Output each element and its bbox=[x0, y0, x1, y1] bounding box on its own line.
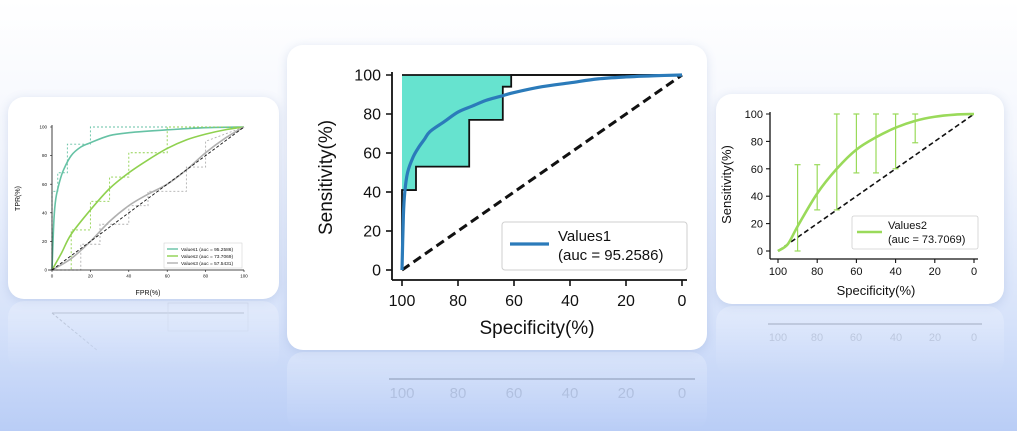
y-tick-label: 0 bbox=[757, 246, 763, 258]
legend-entry-values2: Values2 bbox=[888, 220, 927, 232]
x-axis-label: Specificity(%) bbox=[479, 318, 594, 339]
series-line-3 bbox=[51, 126, 245, 271]
y-tick-label: 80 bbox=[42, 153, 48, 158]
x-tick-label: 20 bbox=[617, 293, 635, 310]
y-tick-label: 100 bbox=[745, 109, 763, 121]
y-tick-label: 100 bbox=[39, 125, 47, 130]
card-reflection-center: 100 80 60 40 20 0 bbox=[287, 352, 707, 431]
x-tick-label: 20 bbox=[88, 274, 94, 279]
svg-text:60: 60 bbox=[506, 385, 523, 402]
x-tick-label: 100 bbox=[769, 266, 787, 278]
svg-text:60: 60 bbox=[850, 332, 862, 344]
series-line-1 bbox=[51, 126, 245, 271]
y-tick-label: 20 bbox=[751, 219, 763, 231]
svg-text:100: 100 bbox=[769, 332, 787, 344]
svg-text:0: 0 bbox=[971, 332, 977, 344]
svg-text:40: 40 bbox=[890, 332, 902, 344]
y-tick-label: 20 bbox=[363, 224, 381, 241]
y-tick-label: 0 bbox=[372, 263, 381, 280]
reflection-graphic: 100 80 60 40 20 0 bbox=[768, 323, 982, 344]
x-tick-label: 60 bbox=[505, 293, 523, 310]
legend-box bbox=[163, 242, 243, 269]
x-tick-label: 100 bbox=[389, 293, 416, 310]
chart-card-left: 0 20 40 60 80 100 0 20 40 60 80 100 FPR(%) TPR(%) … bbox=[8, 97, 279, 299]
y-tick-label: 60 bbox=[363, 146, 381, 163]
legend-box bbox=[851, 215, 979, 250]
y-axis-label: Sensitivity(%) bbox=[316, 120, 337, 235]
svg-text:0: 0 bbox=[678, 385, 686, 402]
x-tick-label: 40 bbox=[561, 293, 579, 310]
x-tick-label: 0 bbox=[51, 274, 54, 279]
legend-entry-values3: Values3 (auc = 57.5431) bbox=[181, 261, 233, 267]
x-tick-label: 80 bbox=[203, 274, 209, 279]
svg-text:80: 80 bbox=[450, 385, 467, 402]
legend-auc-values1: (auc = 95.2586) bbox=[558, 247, 664, 264]
confidence-band-lower bbox=[401, 74, 682, 270]
y-tick-label: 80 bbox=[363, 107, 381, 124]
chart-card-right: 100 80 60 40 20 0 0 20 40 60 80 100 Specificity(%)… bbox=[716, 94, 1004, 304]
legend-box bbox=[501, 221, 688, 271]
y-tick-label: 40 bbox=[363, 185, 381, 202]
x-tick-label: 80 bbox=[449, 293, 467, 310]
legend-entry-values1: Values1 bbox=[558, 228, 611, 245]
card-reflection-right: 100 80 60 40 20 0 bbox=[716, 306, 1004, 376]
legend: Values1 (auc = 95.2586) bbox=[501, 221, 688, 271]
x-tick-label: 100 bbox=[240, 274, 248, 279]
y-axis-label: Sensitivity(%) bbox=[719, 145, 734, 224]
series-step-line-1 bbox=[51, 126, 244, 270]
legend: Values2 (auc = 73.7069) bbox=[851, 215, 979, 250]
y-tick-label: 60 bbox=[42, 182, 48, 187]
series-line-values1 bbox=[400, 73, 683, 271]
y-tick-label: 40 bbox=[751, 191, 763, 203]
x-tick-label: 80 bbox=[811, 266, 823, 278]
y-tick-label: 80 bbox=[751, 136, 763, 148]
confidence-band bbox=[402, 75, 682, 270]
x-tick-label: 0 bbox=[678, 293, 687, 310]
x-tick-label: 60 bbox=[165, 274, 171, 279]
series-line-values2 bbox=[777, 112, 975, 253]
x-tick-label: 40 bbox=[889, 266, 901, 278]
svg-text:20: 20 bbox=[929, 332, 941, 344]
diagonal-reference-line bbox=[401, 73, 683, 272]
x-axis-label: FPR(%) bbox=[136, 290, 161, 297]
x-tick-label: 20 bbox=[929, 266, 941, 278]
legend-entry-values2: Values2 (auc = 73.7069) bbox=[181, 254, 233, 260]
reflection-graphic: 100 80 60 40 20 0 bbox=[389, 378, 695, 402]
y-tick-label: 20 bbox=[42, 239, 48, 244]
x-tick-label: 40 bbox=[126, 274, 132, 279]
series-line-2 bbox=[51, 126, 245, 271]
legend: Values1 (auc = 95.2586) Values2 (auc = 7… bbox=[163, 242, 243, 269]
x-axis-label: Specificity(%) bbox=[837, 283, 916, 298]
svg-text:40: 40 bbox=[562, 385, 579, 402]
card-reflection-left bbox=[8, 301, 279, 371]
svg-text:100: 100 bbox=[389, 385, 414, 402]
svg-text:80: 80 bbox=[811, 332, 823, 344]
y-tick-label: 0 bbox=[44, 268, 47, 273]
svg-text:20: 20 bbox=[618, 385, 635, 402]
roc-chart-values2: 100 80 60 40 20 0 0 20 40 60 80 100 Specificity(%)… bbox=[719, 109, 979, 298]
x-tick-label: 0 bbox=[971, 266, 977, 278]
legend-auc-values2: (auc = 73.7069) bbox=[888, 234, 965, 246]
y-tick-label: 100 bbox=[354, 68, 381, 85]
y-tick-label: 60 bbox=[751, 164, 763, 176]
legend-entry-values1: Values1 (auc = 95.2586) bbox=[181, 247, 233, 253]
series-step-line-3 bbox=[52, 126, 245, 271]
chart-card-center: 100 80 60 40 20 0 0 20 40 60 80 100 Specificity(%)… bbox=[287, 45, 707, 350]
roc-chart-values1: 100 80 60 40 20 0 0 20 40 60 80 100 Specificity(%)… bbox=[316, 68, 688, 339]
y-axis-label: TPR(%) bbox=[15, 186, 22, 211]
x-tick-label: 60 bbox=[850, 266, 862, 278]
reflection-graphic bbox=[51, 302, 249, 352]
y-tick-label: 40 bbox=[42, 210, 48, 215]
